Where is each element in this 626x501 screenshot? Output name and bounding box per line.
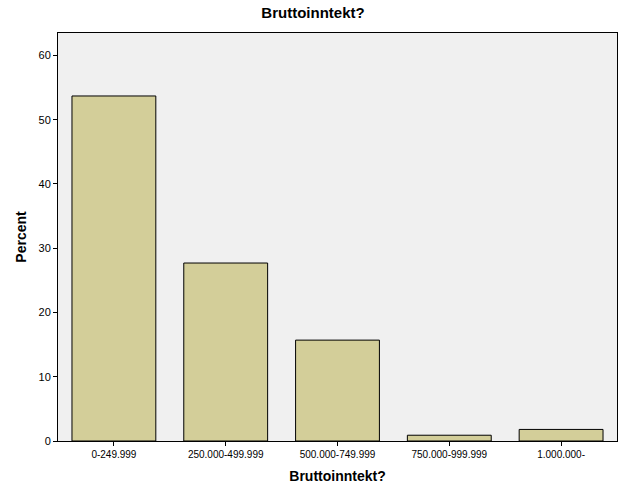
svg-text:1.000.000-: 1.000.000- xyxy=(537,449,585,460)
svg-text:500.000-749.999: 500.000-749.999 xyxy=(300,449,376,460)
svg-text:60: 60 xyxy=(39,49,51,61)
svg-text:40: 40 xyxy=(39,178,51,190)
svg-text:10: 10 xyxy=(39,371,51,383)
svg-text:Bruttoinntekt?: Bruttoinntekt? xyxy=(261,4,364,21)
svg-text:50: 50 xyxy=(39,114,51,126)
svg-text:750.000-999.999: 750.000-999.999 xyxy=(411,449,487,460)
svg-text:250.000-499.999: 250.000-499.999 xyxy=(188,449,264,460)
svg-text:30: 30 xyxy=(39,242,51,254)
svg-text:0: 0 xyxy=(45,435,51,447)
svg-text:20: 20 xyxy=(39,306,51,318)
svg-text:Bruttoinntekt?: Bruttoinntekt? xyxy=(289,468,385,484)
svg-text:0-249.999: 0-249.999 xyxy=(91,449,136,460)
svg-text:Percent: Percent xyxy=(13,211,29,263)
